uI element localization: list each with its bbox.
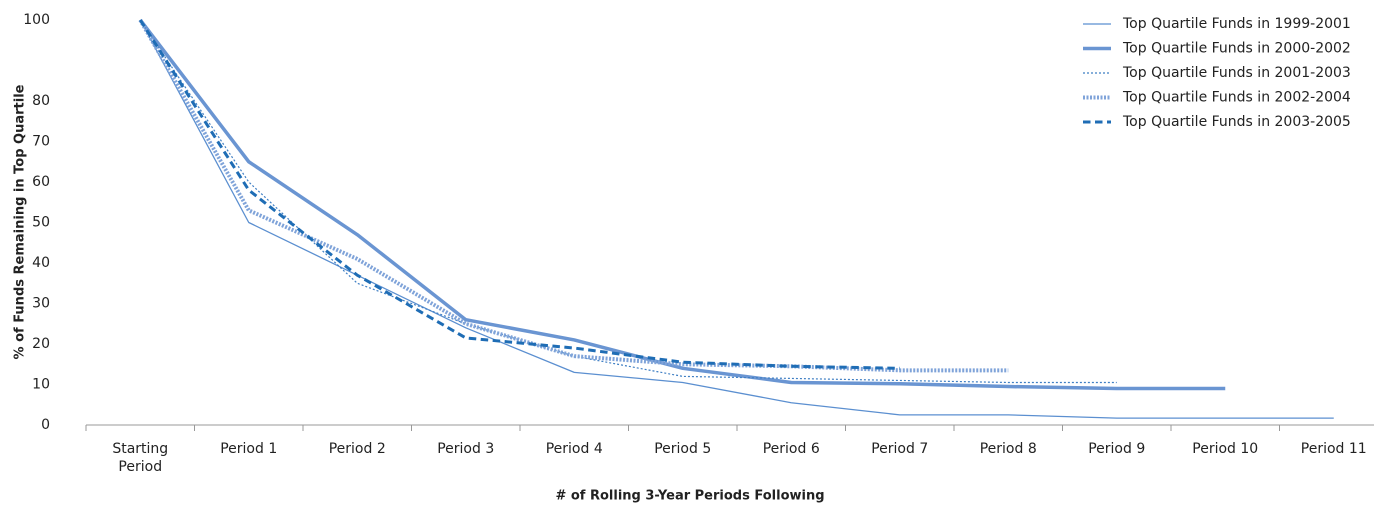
series-line bbox=[139, 19, 1117, 384]
x-tick-label: Period 9 bbox=[1088, 441, 1145, 457]
x-tick-label: Period 3 bbox=[437, 441, 494, 457]
x-tick-label: Period 8 bbox=[980, 441, 1037, 457]
y-tick-label: 40 bbox=[32, 255, 50, 271]
y-tick-label: 60 bbox=[32, 174, 50, 190]
x-tick-label: Period 11 bbox=[1301, 441, 1367, 457]
y-tick-label: 50 bbox=[32, 215, 50, 231]
y-axis-label: % of Funds Remaining in Top Quartile bbox=[13, 84, 28, 359]
y-tick-label: 100 bbox=[23, 12, 50, 28]
legend-label: Top Quartile Funds in 2000-2002 bbox=[1122, 41, 1351, 57]
x-tick-label: Period 7 bbox=[871, 441, 928, 457]
y-tick-label: 10 bbox=[32, 377, 50, 393]
legend-label: Top Quartile Funds in 1999-2001 bbox=[1122, 16, 1351, 32]
x-tick-label: Period 10 bbox=[1192, 441, 1258, 457]
y-tick-label: 70 bbox=[32, 134, 50, 150]
series-line bbox=[138, 19, 1009, 373]
series-line bbox=[138, 18, 1226, 391]
x-tick-label: Period 2 bbox=[329, 441, 386, 457]
x-tick-label: Period 1 bbox=[220, 441, 277, 457]
y-tick-label: 80 bbox=[32, 93, 50, 109]
y-tick-label: 0 bbox=[41, 417, 50, 433]
y-tick-label: 30 bbox=[32, 296, 50, 312]
x-axis-label: # of Rolling 3-Year Periods Following bbox=[555, 489, 824, 504]
series-line bbox=[138, 19, 900, 370]
x-tick-label: Period 6 bbox=[763, 441, 820, 457]
legend-label: Top Quartile Funds in 2003-2005 bbox=[1122, 114, 1351, 130]
x-tick-label: Period 5 bbox=[654, 441, 711, 457]
x-tick-label: Period 4 bbox=[546, 441, 603, 457]
legend-label: Top Quartile Funds in 2001-2003 bbox=[1122, 65, 1351, 81]
x-tick-label: Starting Period bbox=[112, 441, 168, 475]
y-tick-label: 20 bbox=[32, 336, 50, 352]
series-line bbox=[139, 19, 1334, 419]
legend-label: Top Quartile Funds in 2002-2004 bbox=[1122, 90, 1351, 106]
